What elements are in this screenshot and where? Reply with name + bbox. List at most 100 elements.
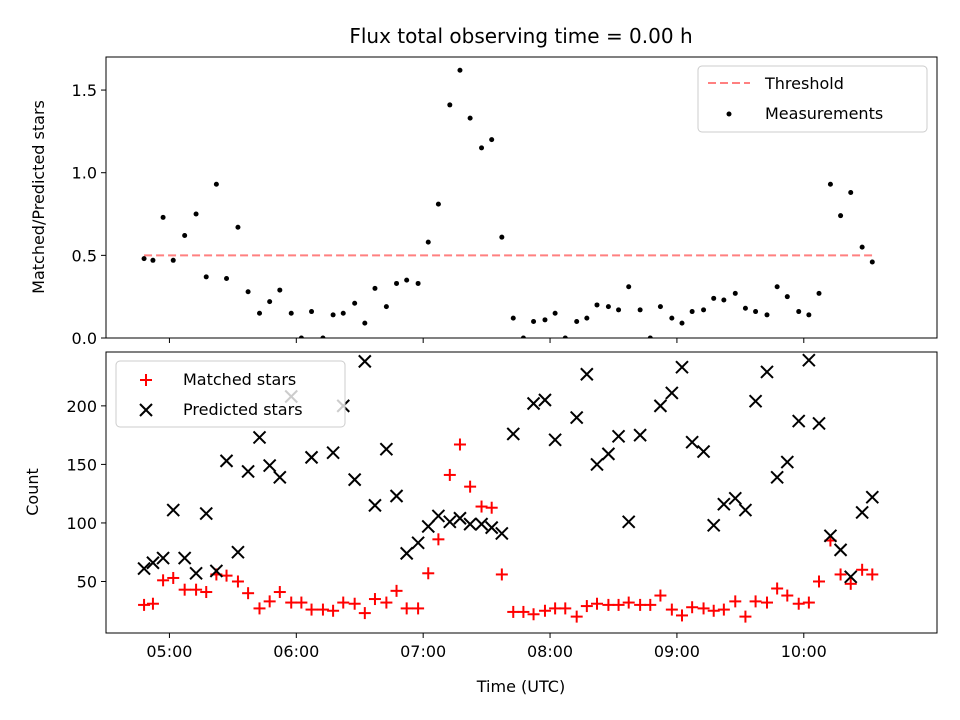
- matched-stars-point: [781, 589, 794, 602]
- matched-stars-point: [570, 610, 583, 623]
- predicted-stars-point: [707, 518, 721, 532]
- matched-stars-point: [380, 596, 393, 609]
- matched-stars-point: [590, 597, 603, 610]
- measurement-point: [257, 310, 263, 316]
- matched-stars-point: [866, 568, 879, 581]
- matched-stars-point: [390, 584, 403, 597]
- matched-stars-point: [665, 603, 678, 616]
- measurement-point: [764, 312, 770, 318]
- measurement-point: [340, 310, 346, 316]
- measurement-point: [150, 257, 156, 263]
- predicted-stars-point: [526, 396, 541, 411]
- predicted-stars-point: [653, 399, 668, 413]
- matched-stars-point: [327, 604, 340, 617]
- measurement-point: [213, 181, 219, 187]
- matched-stars-point: [368, 593, 381, 606]
- measurement-point: [605, 304, 611, 310]
- measurement-point: [742, 305, 748, 311]
- predicted-stars-point: [347, 472, 362, 487]
- measurement-point: [404, 277, 410, 283]
- measurement-point: [859, 244, 865, 250]
- measurement-point: [657, 304, 663, 310]
- matched-stars-point: [686, 601, 699, 614]
- matched-stars-point: [813, 575, 826, 588]
- predicted-stars-point: [358, 354, 372, 369]
- measurement-point: [394, 280, 400, 286]
- predicted-stars-point: [453, 511, 467, 525]
- measurement-point: [711, 295, 717, 301]
- predicted-stars-point: [580, 367, 594, 381]
- matched-stars-point: [834, 568, 847, 581]
- measurement-point: [616, 307, 622, 313]
- predicted-stars-point: [506, 427, 520, 441]
- predicted-stars-point: [463, 517, 477, 531]
- predicted-stars-point: [748, 394, 763, 408]
- matched-stars-point: [507, 605, 520, 618]
- predicted-stars-point: [273, 470, 287, 484]
- matched-stars-point: [580, 600, 593, 613]
- measurement-point: [479, 145, 485, 151]
- measurement-point: [245, 289, 251, 295]
- measurement-point: [235, 224, 241, 230]
- measurement-point: [415, 280, 421, 286]
- measurement-point: [362, 320, 368, 326]
- predicted-stars-point: [368, 498, 382, 513]
- predicted-stars-point: [770, 470, 784, 484]
- measurement-point: [435, 201, 441, 207]
- measurement-point: [701, 307, 707, 313]
- matched-stars-point: [717, 603, 730, 616]
- measurement-point: [193, 211, 199, 217]
- top-y-tick-label: 0.0: [72, 329, 97, 348]
- matched-stars-point: [348, 597, 361, 610]
- predicted-stars-point: [156, 551, 170, 565]
- predicted-stars-point: [823, 529, 838, 543]
- matched-stars-point: [527, 608, 540, 621]
- matched-stars-point: [549, 602, 562, 615]
- chart-title: Flux total observing time = 0.00 h: [349, 24, 692, 48]
- matched-stars-point: [844, 577, 857, 590]
- matched-stars-point: [305, 603, 318, 616]
- matched-stars-point: [538, 604, 551, 617]
- matched-stars-point: [749, 595, 762, 608]
- legend-predicted-swatch: [139, 403, 153, 417]
- top-y-tick-label: 0.5: [72, 246, 97, 265]
- predicted-stars-point: [865, 490, 880, 504]
- predicted-stars-point: [304, 450, 319, 465]
- predicted-stars-point: [209, 564, 224, 578]
- measurement-point: [753, 309, 759, 315]
- predicted-stars-point: [411, 536, 425, 550]
- bottom-y-axis-label: Count: [23, 468, 42, 516]
- predicted-stars-point: [443, 515, 457, 529]
- predicted-stars-point: [379, 442, 394, 456]
- measurement-point: [510, 315, 516, 321]
- measurement-point: [542, 317, 548, 323]
- matched-stars-point: [453, 438, 466, 451]
- matched-stars-point: [285, 596, 298, 609]
- matched-stars-point: [200, 586, 213, 599]
- predicted-stars-point: [421, 519, 435, 534]
- matched-stars-point: [792, 597, 805, 610]
- predicted-stars-point: [146, 556, 160, 570]
- matched-stars-point: [146, 597, 159, 610]
- matched-stars-point: [432, 533, 445, 546]
- legend-matched-label: Matched stars: [183, 370, 296, 389]
- measurement-point: [425, 239, 431, 245]
- measurement-point: [224, 275, 230, 281]
- matched-stars-point: [316, 603, 329, 616]
- measurement-point: [182, 233, 188, 239]
- matched-stars-point: [602, 598, 615, 611]
- predicted-stars-point: [685, 435, 699, 449]
- bottom-panel: 50 100 150 200 05:00 06:00 07:00 08:00 09:00 10:0…: [66, 351, 938, 661]
- predicted-stars-point: [855, 505, 869, 520]
- matched-stars-point: [138, 598, 151, 611]
- predicted-stars-point: [833, 543, 848, 557]
- top-legend-frame: [697, 65, 928, 133]
- predicted-stars-point: [812, 416, 826, 431]
- bottom-y-tick-label: 50: [77, 572, 97, 591]
- matched-stars-point: [263, 595, 276, 608]
- predicted-stars-point: [611, 429, 626, 444]
- matched-stars-point: [178, 583, 191, 596]
- measurement-point: [562, 335, 568, 338]
- matched-stars-point: [612, 598, 625, 611]
